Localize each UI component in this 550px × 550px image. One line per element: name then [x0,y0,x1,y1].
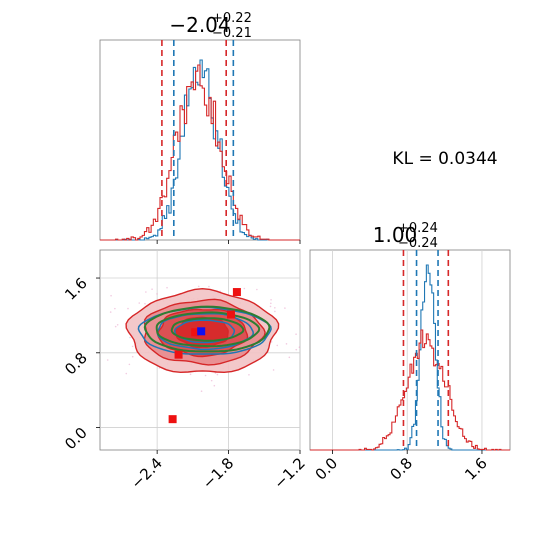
contour-point [210,379,213,382]
contour-point-blue [129,336,131,339]
contour-clip-group [106,285,300,424]
contour-point [274,310,276,313]
contour-point [243,287,246,290]
right-hist-x-tick-label: 1.6 [461,454,491,484]
right-hist-layer [310,250,510,451]
right-title-sup: +0.24 [398,221,438,236]
red-marker [174,350,183,359]
contour-point [200,390,203,393]
contour-point [128,363,131,366]
contour-y-tick-label: 0.8 [61,349,91,379]
contour-point [276,344,279,347]
red-marker [168,415,177,424]
contour-y-ticks: 0.0 0.8 1.6 [61,274,100,453]
contour-y-tick-label: 0.0 [61,424,91,454]
contour-point [156,293,158,295]
contour-point [269,305,272,308]
contour-point [109,311,112,313]
right-hist-title: 1.00 [373,223,418,247]
contour-point [110,294,112,297]
contour-point [272,369,275,371]
top-hist-panel: −2.04 +0.22 −0.21 [99,11,301,244]
green-contour-level [170,317,245,342]
contour-point [270,341,273,343]
right-hist-frame [309,249,511,451]
red-marker [191,328,200,337]
contour-point [270,302,272,305]
contour-point [114,307,116,310]
contour-y-tick-label: 1.6 [61,274,91,304]
kl-annotation: KL = 0.0344 [392,149,497,169]
red-marker [232,288,241,297]
top-title-value: −2.04 [169,13,230,37]
contour-point [145,291,147,293]
contour-point [274,306,276,309]
top-hist-title: −2.04 [169,13,230,37]
contour-layer [106,285,300,424]
top-title-sub: −0.21 [212,26,252,41]
contour-x-tick-label: −1.8 [199,454,237,492]
contour-point [208,285,210,288]
contour-point [144,302,146,305]
contour-point [166,286,168,289]
contour-point [197,285,200,288]
blue-contour-level [137,306,272,355]
contour-point [127,307,129,310]
right-hist-grid [332,250,483,450]
contour-point [295,333,297,335]
right-hist-x-tick-label: 0.0 [312,454,342,484]
contour-point [256,288,258,291]
contour-x-ticks: −2.4 −1.8 −1.2 [127,450,309,493]
right-hist-red [310,329,510,451]
top-hist-red [100,64,300,241]
contour-point [125,372,128,375]
right-title-value: 1.00 [373,223,418,247]
right-hist-x-ticks: 0.0 0.8 1.6 [312,450,491,484]
contour-point [270,298,272,301]
contour-point [213,384,216,387]
contour-x-tick-label: −2.4 [127,454,165,492]
contour-panel: −2.4 −1.8 −1.2 0.0 0.8 1.6 [61,249,309,493]
contour-point [248,373,250,376]
contour-point [116,324,119,326]
contour-point [131,355,134,358]
red-marker [226,310,235,319]
right-hist-panel: 0.0 0.8 1.6 1.00 +0.24 −0.24 [309,221,511,484]
blue-marker [197,327,206,336]
contour-point [106,359,109,361]
top-title-sup: +0.22 [212,11,252,26]
contour-point [214,372,217,374]
contour-point [151,288,153,291]
contour-x-tick-label: −1.2 [270,454,308,492]
contour-point [288,356,291,359]
contour-point [284,307,286,309]
right-title-sub: −0.24 [398,236,438,251]
contour-point [295,348,298,351]
contour-point [189,373,192,376]
top-hist-blue [100,59,300,241]
top-hist-layer [100,40,301,244]
contour-point [138,302,141,304]
contour-point [216,373,219,376]
right-hist-x-tick-label: 0.8 [386,454,416,484]
green-contour-level [143,305,271,353]
contour-point [285,343,288,345]
contour-point [114,325,117,328]
contour-point [131,345,134,348]
contour-point [204,374,207,377]
contour-point [298,346,300,348]
